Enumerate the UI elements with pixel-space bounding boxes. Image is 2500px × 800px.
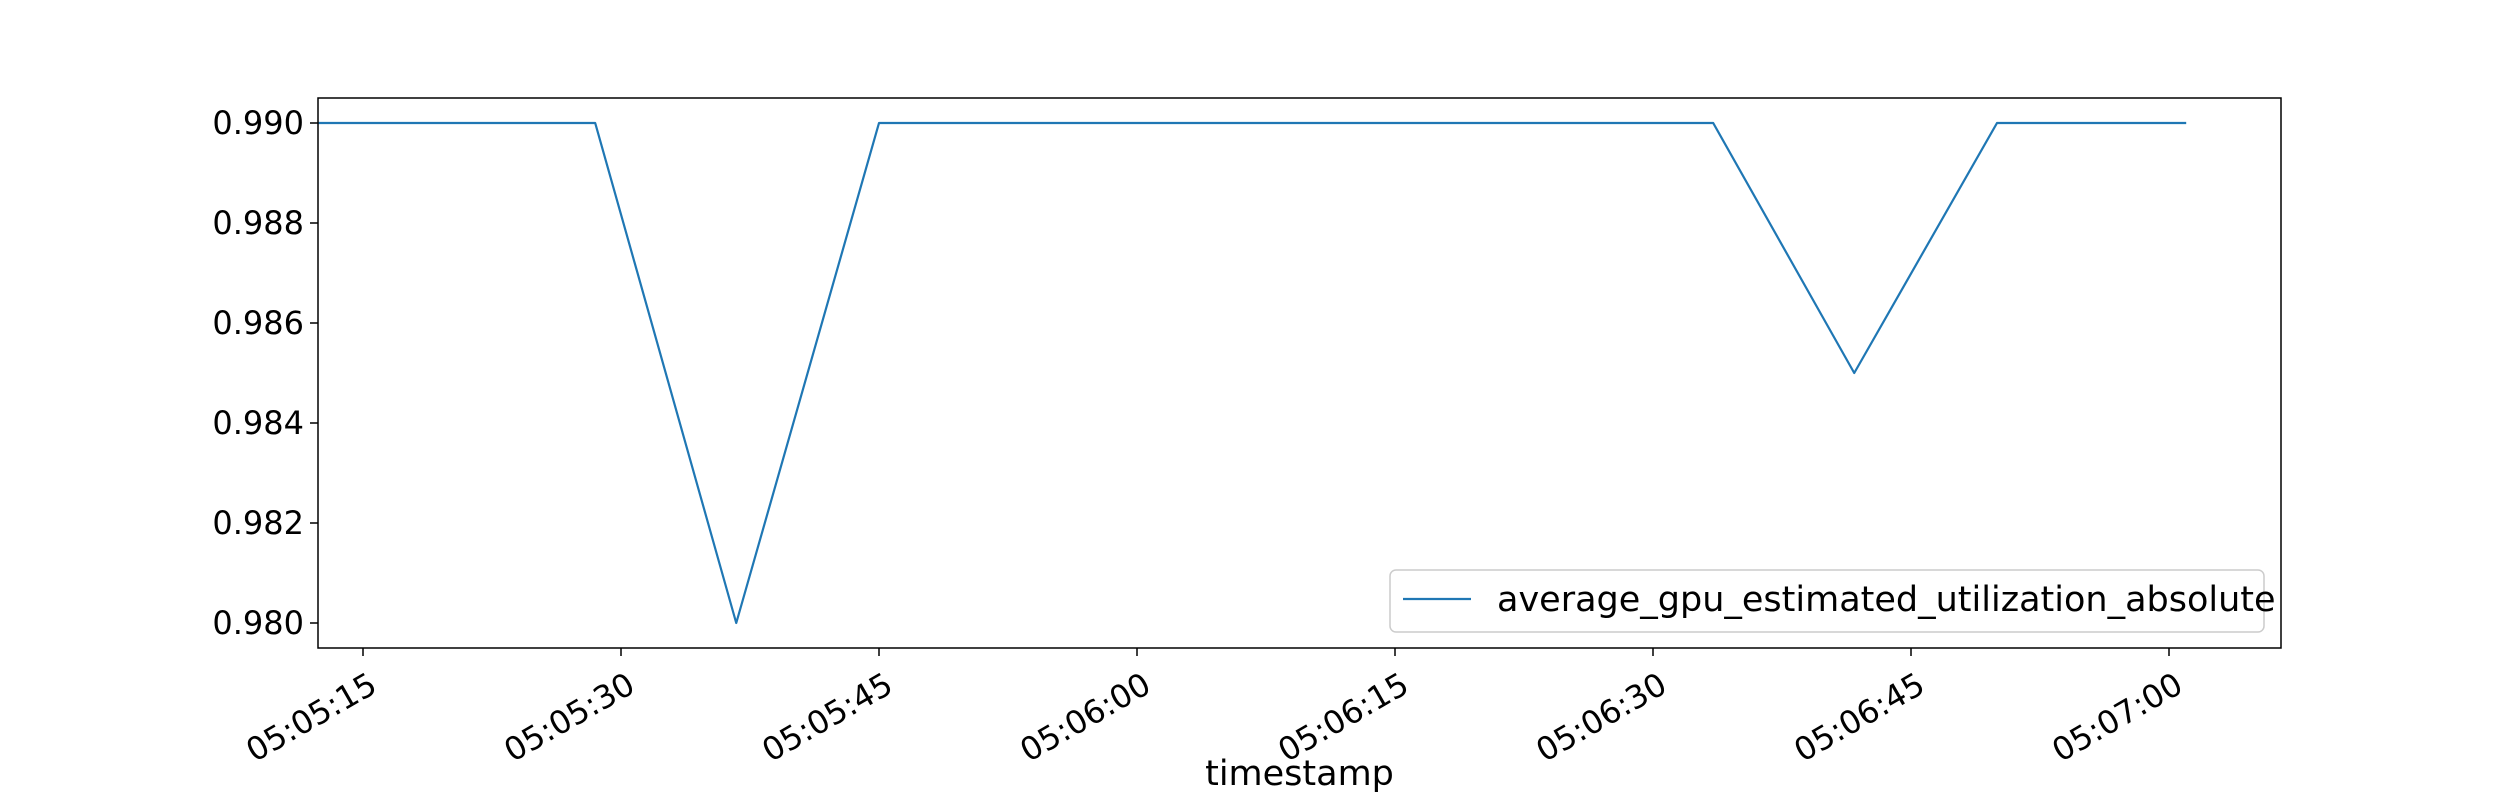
y-tick-label: 0.986 xyxy=(212,304,304,342)
x-tick-label: 05:05:15 xyxy=(240,665,383,770)
y-tick-label: 0.990 xyxy=(212,104,304,142)
legend: average_gpu_estimated_utilization_absolu… xyxy=(1389,569,2276,633)
x-axis-label: timestamp xyxy=(1205,754,1394,794)
y-tick-label: 0.988 xyxy=(212,204,304,242)
x-tick-label: 05:05:45 xyxy=(756,665,899,770)
x-tick-label: 05:06:30 xyxy=(1530,665,1673,770)
y-tick-label: 0.984 xyxy=(212,404,304,442)
x-axis: 05:05:15 05:05:30 05:05:45 05:06:00 05:06:15… xyxy=(240,648,2189,770)
x-tick-label: 05:05:30 xyxy=(498,665,641,770)
y-tick-label: 0.980 xyxy=(212,604,304,642)
x-tick-label: 05:06:00 xyxy=(1014,665,1157,770)
series-line xyxy=(318,121,2187,625)
y-axis: 0.980 0.982 0.984 0.986 0.988 0.990 xyxy=(212,104,318,642)
legend-entry: average_gpu_estimated_utilization_absolu… xyxy=(1497,580,2276,620)
y-tick-label: 0.982 xyxy=(212,504,304,542)
x-tick-label: 05:07:00 xyxy=(2046,665,2189,770)
legend-box xyxy=(1389,569,2265,633)
x-tick-label: 05:06:45 xyxy=(1788,665,1931,770)
plot-area xyxy=(317,97,2282,649)
